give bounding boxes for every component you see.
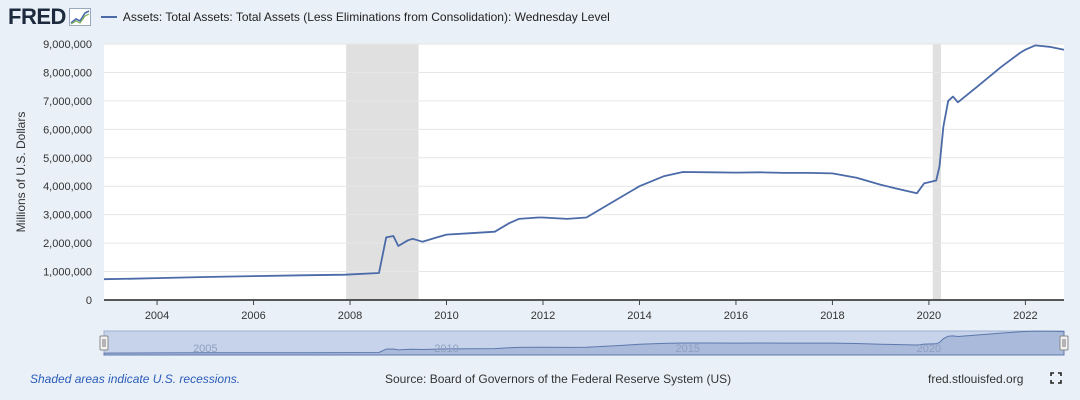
site-link[interactable]: fred.stlouisfed.org bbox=[928, 372, 1024, 386]
y-tick-label: 4,000,000 bbox=[43, 181, 92, 193]
x-tick-label: 2022 bbox=[1013, 310, 1037, 322]
y-axis-label: Millions of U.S. Dollars bbox=[14, 112, 28, 233]
recession-note: Shaded areas indicate U.S. recessions. bbox=[30, 372, 241, 386]
y-tick-label: 5,000,000 bbox=[43, 153, 92, 165]
x-tick-label: 2018 bbox=[820, 310, 844, 322]
y-tick-label: 0 bbox=[86, 295, 92, 307]
series-line bbox=[103, 44, 1065, 281]
plot-background bbox=[104, 44, 1064, 300]
navigator-tick-label: 2020 bbox=[917, 343, 941, 355]
y-tick-label: 8,000,000 bbox=[43, 67, 92, 79]
fred-graph-icon bbox=[68, 8, 91, 26]
navigator-right-handle[interactable] bbox=[1059, 335, 1069, 351]
y-tick-label: 9,000,000 bbox=[43, 39, 92, 51]
navigator-tick-label: 2005 bbox=[193, 343, 217, 355]
recession-band bbox=[346, 44, 419, 300]
navigator-tick-label: 2010 bbox=[434, 343, 458, 355]
navigator-left-handle[interactable] bbox=[99, 335, 109, 351]
x-tick-label: 2004 bbox=[145, 310, 169, 322]
source-note: Source: Board of Governors of the Federa… bbox=[385, 372, 732, 386]
x-tick-label: 2016 bbox=[724, 310, 748, 322]
x-tick-label: 2014 bbox=[627, 310, 651, 322]
fred-logo[interactable]: FRED bbox=[8, 4, 66, 29]
y-tick-label: 1,000,000 bbox=[43, 267, 92, 279]
navigator-tick-label: 2015 bbox=[675, 343, 699, 355]
legend-label: Assets: Total Assets: Total Assets (Less… bbox=[122, 10, 610, 24]
y-tick-label: 7,000,000 bbox=[43, 96, 92, 108]
handle-grip bbox=[99, 335, 109, 351]
chart-footer: Shaded areas indicate U.S. recessions. S… bbox=[0, 364, 1080, 392]
legend: Assets: Total Assets: Total Assets (Less… bbox=[100, 10, 610, 24]
recession-band bbox=[932, 44, 941, 300]
y-tick-label: 6,000,000 bbox=[43, 124, 92, 136]
x-tick-label: 2020 bbox=[917, 310, 941, 322]
x-tick-label: 2008 bbox=[338, 310, 362, 322]
fullscreen-icon[interactable] bbox=[1050, 372, 1062, 384]
handle-grip bbox=[1059, 335, 1069, 351]
y-tick-label: 3,000,000 bbox=[43, 210, 92, 222]
chart-header: FRED Assets: Total Assets: Total Assets … bbox=[8, 2, 610, 32]
line-chart: 0 1,000,000 2,000,000 3,000,000 4,000,000 5,0… bbox=[14, 39, 1069, 356]
x-tick-label: 2010 bbox=[434, 310, 458, 322]
legend-swatch bbox=[100, 16, 117, 18]
x-tick-label: 2012 bbox=[531, 310, 555, 322]
x-tick-label: 2006 bbox=[241, 310, 265, 322]
navigator-series bbox=[103, 330, 1065, 356]
y-tick-label: 2,000,000 bbox=[43, 238, 92, 250]
